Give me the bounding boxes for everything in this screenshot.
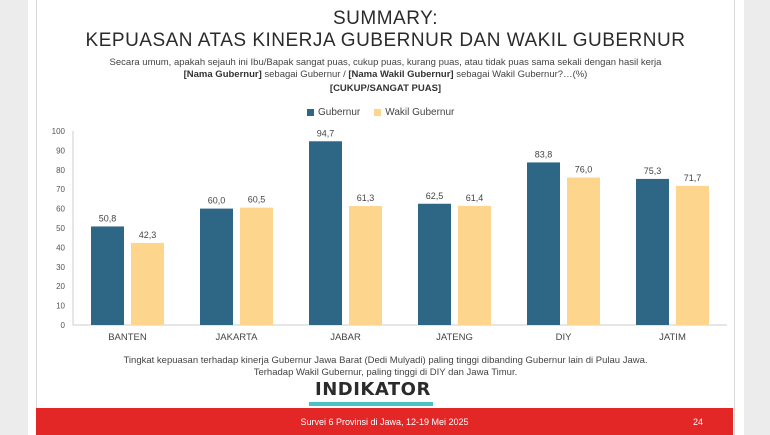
question-text-3: sebagai Wakil Gubernur?…(%) [453, 69, 588, 80]
data-label: 61,3 [357, 193, 375, 203]
y-tick-label: 40 [56, 243, 65, 252]
slide-title: SUMMARY: [332, 8, 438, 29]
bar-gubernur-jabar [309, 141, 342, 325]
note-line-2: Terhadap Wakil Gubernur, paling tinggi d… [253, 367, 518, 378]
bar-gubernur-jatim [636, 178, 669, 325]
bar-gubernur-diy [527, 162, 560, 325]
bar-wakil-jabar [349, 206, 382, 325]
left-margin [0, 0, 28, 435]
y-tick-label: 100 [52, 127, 66, 136]
data-label: 94,7 [317, 128, 335, 138]
data-label: 60,0 [208, 196, 226, 206]
logo-underline [309, 402, 433, 406]
y-tick-label: 90 [56, 146, 65, 155]
data-label: 50,8 [99, 213, 117, 223]
legend-item-wakil: Wakil Gubernur [374, 107, 454, 118]
data-label: 42,3 [139, 230, 157, 240]
note-line-1: Tingkat kepuasan terhadap kinerja Gubern… [123, 355, 648, 366]
indikator-logo: INDIKATOR [315, 379, 431, 400]
chart-note: Tingkat kepuasan terhadap kinerja Gubern… [37, 355, 734, 379]
data-label: 60,5 [248, 195, 266, 205]
footer-bar: Survei 6 Provinsi di Jawa, 12-19 Mei 202… [36, 408, 733, 435]
y-tick-label: 60 [56, 205, 65, 214]
bar-wakil-jakarta [240, 207, 273, 325]
data-label: 71,7 [684, 173, 702, 183]
question-text-1: Secara umum, apakah sejauh ini Ibu/Bapak… [109, 57, 662, 68]
data-label: 62,5 [426, 191, 444, 201]
slide-subtitle: KEPUASAN ATAS KINERJA GUBERNUR DAN WAKIL… [85, 30, 686, 51]
category-label: BANTEN [108, 332, 147, 343]
page-number: 24 [692, 417, 703, 427]
legend-swatch-gubernur [307, 109, 314, 116]
survey-question: Secara umum, apakah sejauh ini Ibu/Bapak… [97, 57, 674, 81]
category-label: JATIM [659, 332, 686, 343]
question-text-2: sebagai Gubernur / [261, 69, 349, 80]
data-label: 75,3 [644, 166, 662, 176]
y-tick-label: 70 [56, 185, 65, 194]
bar-wakil-jatim [676, 185, 709, 325]
slide: SUMMARY: KEPUASAN ATAS KINERJA GUBERNUR … [36, 0, 735, 435]
response-category: [CUKUP/SANGAT PUAS] [329, 83, 442, 94]
y-tick-label: 80 [56, 166, 65, 175]
bar-wakil-jateng [458, 205, 491, 325]
bar-gubernur-banten [91, 226, 124, 325]
category-label: JAKARTA [216, 332, 259, 343]
bar-gubernur-jakarta [200, 208, 233, 325]
data-label: 76,0 [575, 165, 593, 175]
y-tick-label: 20 [56, 282, 65, 291]
right-margin [744, 0, 770, 435]
bar-chart: 0 10 20 30 40 50 60 70 80 90 100 50,8 42,3 BANTEN 60,0… [52, 127, 727, 343]
data-label: 83,8 [535, 149, 553, 159]
legend-swatch-wakil [374, 109, 382, 116]
category-label: JABAR [330, 332, 361, 343]
chart-legend: Gubernur Wakil Gubernur [307, 107, 454, 118]
y-tick-label: 30 [56, 263, 65, 272]
bar-gubernur-jateng [418, 203, 451, 325]
category-label: DIY [556, 332, 573, 343]
legend-item-gubernur: Gubernur [307, 107, 360, 118]
bar-wakil-diy [567, 177, 600, 325]
footer-text: Survei 6 Provinsi di Jawa, 12-19 Mei 202… [300, 417, 469, 427]
question-bold-1: [Nama Gubernur] [183, 69, 262, 80]
legend-label-gubernur: Gubernur [318, 107, 361, 118]
y-tick-label: 50 [56, 224, 65, 233]
y-tick-label: 0 [61, 321, 66, 330]
legend-label-wakil: Wakil Gubernur [385, 107, 455, 118]
bar-wakil-banten [131, 242, 164, 325]
data-label: 61,4 [466, 193, 484, 203]
question-bold-2: [Nama Wakil Gubernur] [348, 69, 454, 80]
y-tick-label: 10 [56, 302, 65, 311]
category-label: JATENG [436, 332, 473, 343]
